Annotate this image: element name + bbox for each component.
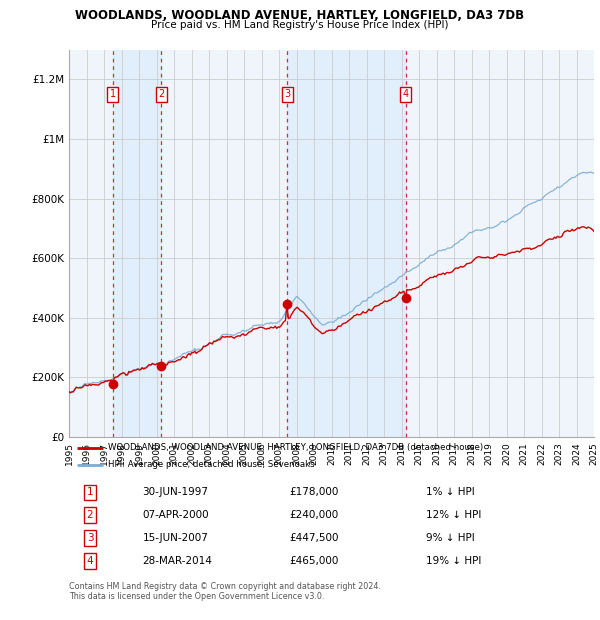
Text: £240,000: £240,000 <box>290 510 339 520</box>
Text: 2: 2 <box>158 89 164 99</box>
Text: 1% ↓ HPI: 1% ↓ HPI <box>426 487 475 497</box>
Text: 3: 3 <box>86 533 94 543</box>
Text: 9% ↓ HPI: 9% ↓ HPI <box>426 533 475 543</box>
Text: 1: 1 <box>86 487 94 497</box>
Text: WOODLANDS, WOODLAND AVENUE, HARTLEY, LONGFIELD, DA3 7DB (detached house): WOODLANDS, WOODLAND AVENUE, HARTLEY, LON… <box>109 443 484 453</box>
Text: Contains HM Land Registry data © Crown copyright and database right 2024.
This d: Contains HM Land Registry data © Crown c… <box>69 582 381 601</box>
Text: 1: 1 <box>110 89 116 99</box>
Text: 07-APR-2000: 07-APR-2000 <box>143 510 209 520</box>
Text: 2: 2 <box>86 510 94 520</box>
Text: 28-MAR-2014: 28-MAR-2014 <box>143 556 212 566</box>
Text: 4: 4 <box>86 556 94 566</box>
Text: HPI: Average price, detached house, Sevenoaks: HPI: Average price, detached house, Seve… <box>109 461 315 469</box>
Text: 30-JUN-1997: 30-JUN-1997 <box>143 487 209 497</box>
Text: 15-JUN-2007: 15-JUN-2007 <box>143 533 208 543</box>
Text: £447,500: £447,500 <box>290 533 339 543</box>
Text: 19% ↓ HPI: 19% ↓ HPI <box>426 556 481 566</box>
Text: £178,000: £178,000 <box>290 487 339 497</box>
Text: £465,000: £465,000 <box>290 556 339 566</box>
Bar <box>287 50 406 437</box>
Text: WOODLANDS, WOODLAND AVENUE, HARTLEY, LONGFIELD, DA3 7DB: WOODLANDS, WOODLAND AVENUE, HARTLEY, LON… <box>76 9 524 22</box>
Text: 4: 4 <box>403 89 409 99</box>
Text: 12% ↓ HPI: 12% ↓ HPI <box>426 510 481 520</box>
Text: Price paid vs. HM Land Registry's House Price Index (HPI): Price paid vs. HM Land Registry's House … <box>151 20 449 30</box>
Text: 3: 3 <box>284 89 290 99</box>
Bar <box>113 50 161 437</box>
